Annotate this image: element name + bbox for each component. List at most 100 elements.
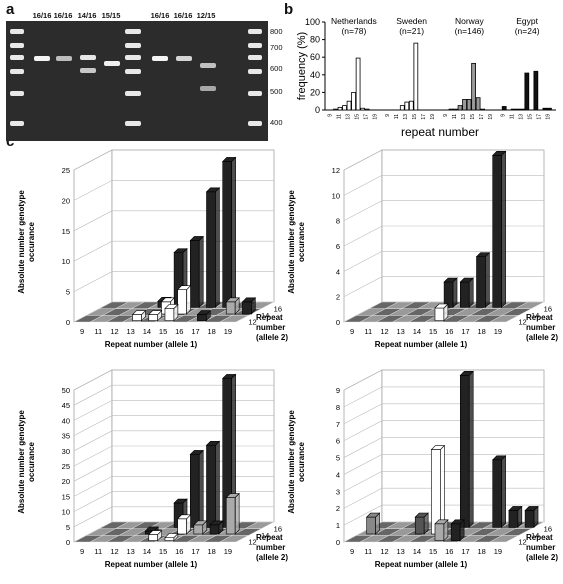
allele1-tick-label: 15	[429, 547, 437, 556]
bar-top	[491, 151, 507, 156]
bar-side	[440, 444, 445, 535]
group-name: Sweden	[396, 16, 427, 26]
frequency-bar	[355, 57, 361, 111]
floor-tile	[437, 308, 467, 316]
floor-tile	[73, 535, 103, 543]
bar-top	[414, 512, 429, 518]
sample-band	[200, 86, 216, 91]
floor-tile	[369, 301, 399, 309]
y-tick-label: 20	[62, 477, 70, 486]
gridline	[73, 491, 274, 512]
z-axis-label: Repeat	[256, 313, 283, 322]
frequency-bar	[453, 108, 458, 111]
group-n: (n=146)	[455, 26, 485, 36]
floor-tile	[99, 521, 129, 529]
allele1-tick-label: 16	[445, 547, 453, 556]
bar-top	[225, 297, 240, 303]
x-tick-label: 17	[421, 114, 427, 120]
floor-tile	[515, 301, 545, 309]
ladder-band	[248, 29, 262, 34]
bar-top	[459, 371, 474, 376]
bar-side	[157, 529, 162, 542]
floor-tile	[131, 301, 161, 309]
allele1-tick-label: 13	[397, 547, 405, 556]
frequency-bar	[501, 106, 507, 111]
gridline	[343, 471, 544, 492]
floor-tile	[421, 308, 451, 316]
gridline	[73, 149, 274, 171]
gridline	[73, 271, 274, 292]
bar-side	[234, 297, 240, 315]
allele1-tick-label: 9	[80, 327, 84, 336]
floor-tile	[180, 301, 210, 309]
allele2-tick-label: 16	[544, 304, 552, 313]
bar-side	[459, 519, 465, 542]
bar-side	[218, 520, 224, 535]
genotype-bar	[366, 516, 376, 535]
floor-tile	[171, 315, 201, 323]
genotype-bar	[434, 523, 445, 541]
floor-tile	[199, 308, 230, 316]
x-axis-label: repeat number	[401, 125, 479, 139]
frequency-bar	[462, 99, 467, 111]
frequency-bar	[547, 107, 552, 111]
genotype-bar	[476, 256, 486, 308]
z-axis-label: (allele 2)	[526, 333, 558, 342]
gridline	[343, 276, 544, 297]
bar-top	[209, 520, 224, 526]
floor-tile	[167, 308, 197, 316]
floor-tile	[228, 521, 258, 529]
floor-tile	[498, 521, 528, 529]
bar-side	[182, 247, 188, 309]
floor-tile	[151, 308, 181, 316]
bar-side	[443, 519, 449, 542]
frequency-bar	[342, 105, 347, 111]
bar-side	[141, 309, 146, 322]
bar-top	[365, 512, 381, 518]
bar-side	[423, 512, 429, 535]
x-tick-label: 19	[546, 114, 552, 120]
floor-tile	[486, 308, 516, 316]
y-tick-label: 3	[336, 487, 340, 496]
bar-side	[468, 277, 474, 309]
gridline	[73, 301, 274, 323]
genotype-bar	[225, 301, 236, 315]
sample-band	[200, 63, 216, 68]
gridline	[343, 200, 544, 221]
floor-tile	[417, 521, 447, 529]
frequency-bar	[351, 92, 356, 111]
y-tick-label: 80	[310, 35, 320, 45]
bar-side	[166, 296, 172, 309]
bar-side	[198, 235, 204, 309]
floor-tile	[466, 521, 496, 529]
ladder-size-label: 400	[270, 118, 283, 127]
floor-tile	[187, 315, 217, 323]
allele1-tick-label: 12	[380, 547, 388, 556]
floor-tile	[434, 521, 464, 529]
x-tick-label: 13	[403, 114, 409, 120]
allele1-tick-label: 18	[478, 327, 486, 336]
floor-tile	[90, 315, 120, 323]
floor-tile	[196, 521, 226, 529]
allele1-tick-label: 18	[208, 327, 216, 336]
chart-title: Sweden	[396, 149, 438, 161]
floor-tile	[469, 528, 500, 536]
y-tick-label: 20	[310, 87, 320, 97]
ladder-band	[125, 121, 141, 126]
z-axis-label: number	[256, 323, 285, 332]
genotype-bar	[157, 300, 168, 308]
floor-tile	[86, 528, 116, 536]
y-axis-label: Absolute number genotype	[287, 410, 296, 514]
floor-tile	[232, 528, 262, 536]
genotype-bar	[177, 518, 187, 535]
gridline	[73, 180, 274, 201]
floor-tile	[466, 301, 496, 309]
allele1-tick-label: 11	[94, 327, 102, 336]
y-tick-label: 0	[336, 538, 340, 547]
bar-side	[234, 492, 240, 535]
frequency-bar	[533, 70, 539, 111]
lane-label: 15/15	[101, 11, 121, 20]
z-axis-label: Repeat	[526, 313, 553, 322]
ladder-size-label: 500	[270, 87, 283, 96]
